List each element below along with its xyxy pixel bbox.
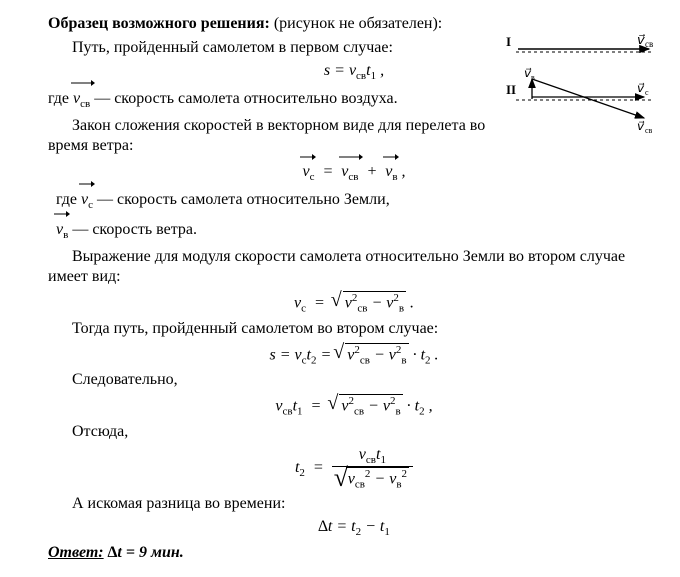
- title-note: (рисунок не обязателен):: [274, 15, 442, 32]
- diagram-svg: I v⃗ св II v⃗ в v⃗ с v⃗ св: [504, 32, 664, 137]
- equation-5: vсвt1 = v2св − v2в · t2 ,: [48, 394, 660, 418]
- para-10: А искомая разница во времени:: [48, 494, 660, 514]
- para-6: Выражение для модуля скорости самолета о…: [48, 247, 660, 287]
- equation-4: s = vсt2 = v2св − v2в · t2 .: [48, 343, 660, 367]
- eq2-vsv: vсв: [341, 160, 358, 183]
- para-5: vв — скорость ветра.: [48, 217, 660, 243]
- answer-line: Ответ: ∆t = 9 мин.: [48, 543, 660, 563]
- eq3-sqrt: v2св − v2в: [333, 291, 406, 315]
- equation-2: vс = vсв + vв ,: [48, 160, 660, 183]
- eq1-v: v: [349, 62, 356, 79]
- svg-text:св: св: [645, 39, 653, 49]
- eq4-sqrt: v2св − v2в: [335, 343, 408, 367]
- answer-label: Ответ:: [48, 544, 104, 561]
- para-8: Следовательно,: [48, 370, 660, 390]
- equation-7: ∆t = t2 − t1: [48, 518, 660, 538]
- diagram-vec-vsv-2: v⃗: [637, 119, 645, 133]
- vector-diagram: I v⃗ св II v⃗ в v⃗ с v⃗ св: [504, 32, 664, 137]
- equation-6: t2 = vсвt1 vсв2 − vв2: [48, 446, 660, 491]
- answer-value: ∆t = 9 мин.: [104, 544, 184, 561]
- vec-vc: vс: [81, 187, 93, 213]
- svg-text:с: с: [645, 88, 649, 97]
- eq5-sqrt: v2св − v2в: [329, 394, 402, 418]
- vec-vv: vв: [56, 217, 68, 243]
- diagram-label-2: II: [506, 82, 516, 97]
- solution-page: Образец возможного решения: (рисунок не …: [0, 0, 680, 577]
- para-4: где vс — скорость самолета относительно …: [48, 187, 660, 213]
- svg-text:св: св: [645, 126, 653, 135]
- eq2-vv: vв: [385, 160, 397, 183]
- title-line: Образец возможного решения: (рисунок не …: [48, 14, 660, 34]
- para-7: Тогда путь, пройденный самолетом во втор…: [48, 319, 660, 339]
- para-9: Отсюда,: [48, 422, 660, 442]
- eq6-frac: vсвt1 vсв2 − vв2: [332, 446, 413, 491]
- eq1-lhs: s: [324, 62, 330, 79]
- vec-vsv: vсв: [73, 86, 90, 112]
- title: Образец возможного решения:: [48, 15, 270, 32]
- diagram-label-1: I: [506, 34, 511, 49]
- svg-text:в: в: [531, 73, 535, 82]
- equation-3: vс = v2св − v2в .: [48, 291, 660, 315]
- diagram-vec-vsv-1: v⃗: [637, 32, 645, 47]
- diagram-vec-vc: v⃗: [637, 81, 645, 95]
- eq2-vc: vс: [302, 160, 314, 183]
